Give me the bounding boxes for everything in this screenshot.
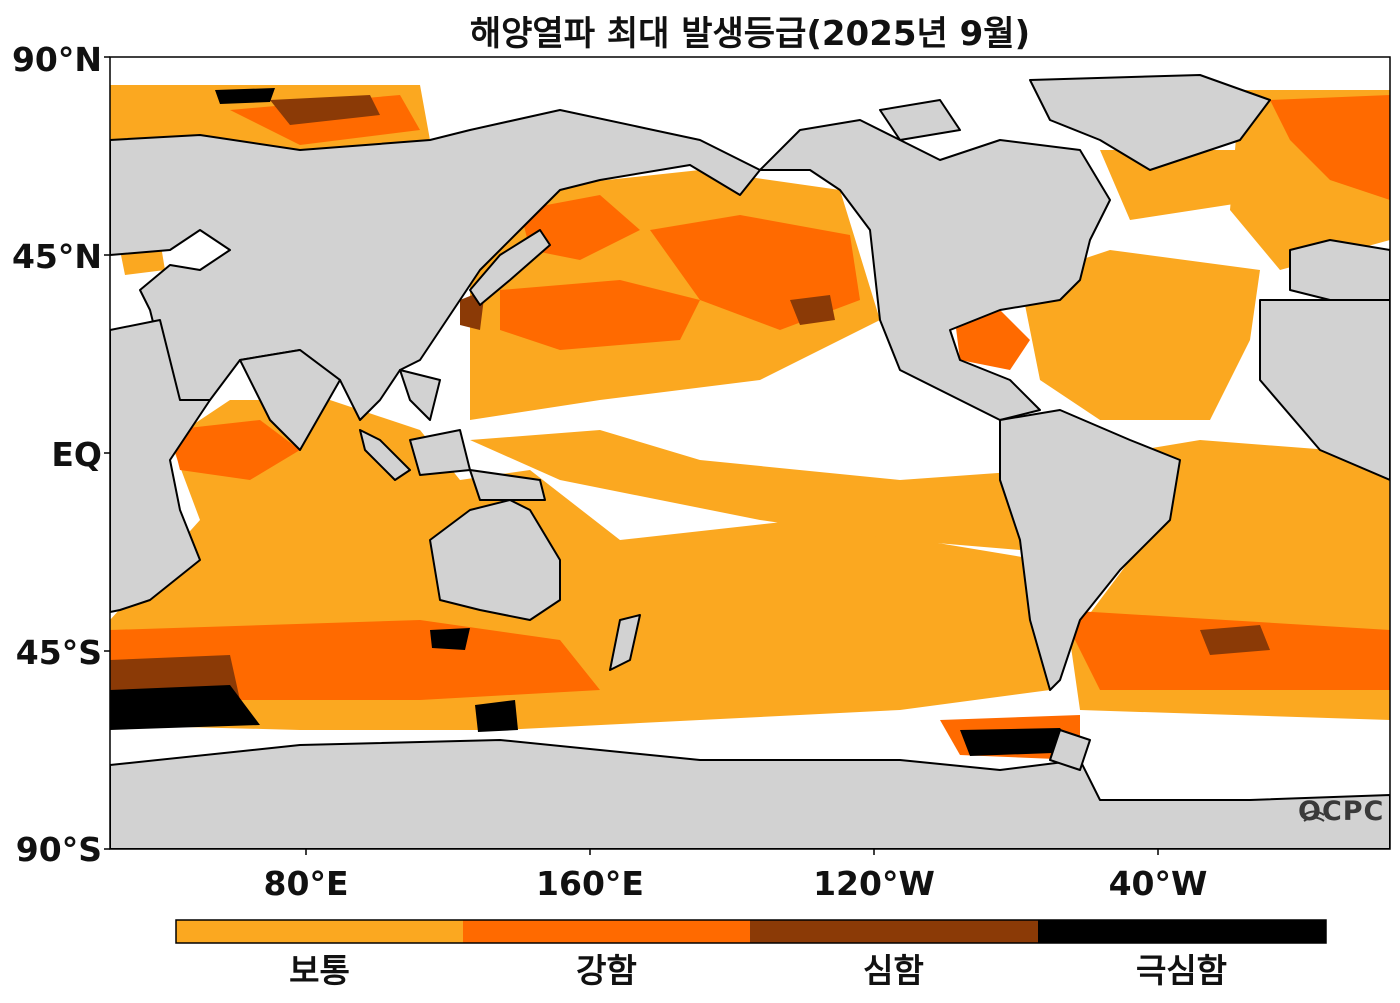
legend-label-moderate: 보통	[289, 951, 350, 990]
north-america-landmass	[759, 119, 1111, 421]
southeast-asia	[399, 369, 441, 421]
europe-landmass	[1289, 239, 1390, 301]
lat-label-90s: 90°S	[15, 830, 102, 869]
legend-swatch-severe	[750, 920, 1038, 943]
lon-label-120w: 120°W	[813, 864, 935, 903]
lat-label-eq: EQ	[51, 435, 102, 474]
legend-colorbar	[175, 919, 1327, 944]
australia-landmass	[429, 499, 561, 621]
legend-swatch-strong	[463, 920, 750, 943]
legend-swatch-moderate	[176, 920, 463, 943]
west-africa-landmass	[1259, 299, 1390, 481]
antarctic-peninsula	[1049, 729, 1091, 771]
extreme-heatwave-regions	[110, 88, 1085, 802]
japan-islands	[469, 229, 551, 306]
lat-label-45s: 45°S	[15, 633, 102, 672]
indian-subcontinent	[239, 349, 341, 451]
ocpc-logo-mark	[1303, 810, 1325, 822]
legend-label-extreme: 극심함	[1135, 951, 1228, 990]
land-masses	[110, 74, 1390, 849]
south-america-landmass	[999, 409, 1181, 691]
lat-label-90n: 90°N	[11, 40, 102, 79]
africa-landmass	[110, 319, 211, 613]
lon-label-40w: 40°W	[1108, 864, 1208, 903]
lon-label-160e: 160°E	[536, 864, 644, 903]
lon-label-80e: 80°E	[263, 864, 349, 903]
lat-label-45n: 45°N	[11, 237, 102, 276]
legend-label-strong: 강함	[576, 951, 637, 990]
greenland-landmass	[1029, 74, 1271, 171]
new-zealand-islands	[609, 614, 641, 671]
new-guinea-island	[469, 469, 546, 501]
legend-swatch-extreme	[1038, 920, 1326, 943]
sumatra-island	[359, 429, 411, 481]
legend-label-severe: 심함	[863, 951, 924, 990]
arctic-islands	[879, 99, 961, 141]
ocpc-logo: OCPC	[1298, 796, 1385, 827]
map-title: 해양열파 최대 발생등급(2025년 9월)	[469, 14, 1031, 54]
axis-ticks	[104, 56, 1159, 855]
